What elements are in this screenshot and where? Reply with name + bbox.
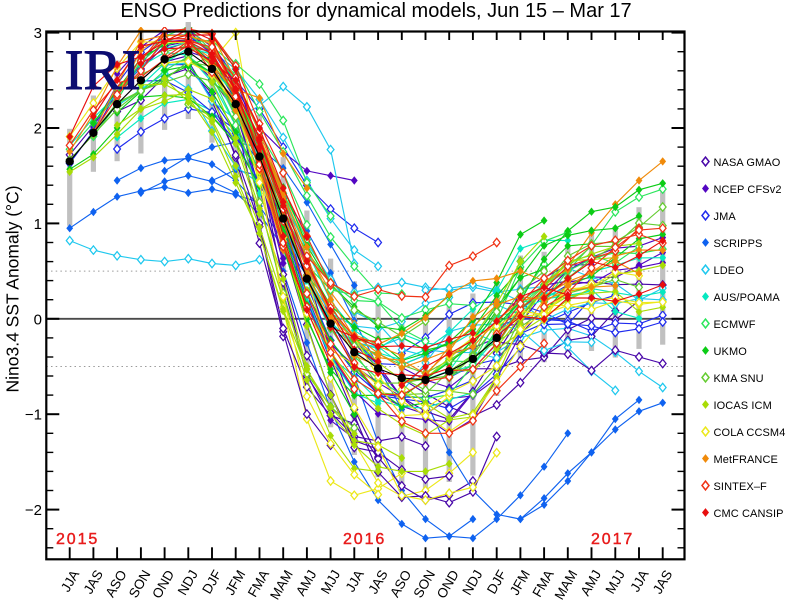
svg-text:COLA CCSM4: COLA CCSM4 — [714, 427, 786, 439]
svg-text:IRI: IRI — [65, 39, 141, 102]
svg-text:2: 2 — [34, 121, 42, 138]
svg-text:3: 3 — [34, 25, 42, 42]
svg-text:UKMO: UKMO — [714, 346, 748, 358]
svg-text:1: 1 — [34, 216, 42, 233]
svg-text:NCEP CFSv2: NCEP CFSv2 — [714, 184, 782, 196]
svg-text:NASA GMAO: NASA GMAO — [714, 157, 781, 169]
svg-text:−1: −1 — [25, 407, 42, 424]
svg-text:JMA: JMA — [714, 211, 737, 223]
svg-text:−2: −2 — [25, 502, 42, 519]
svg-text:ECMWF: ECMWF — [714, 319, 756, 331]
svg-text:0: 0 — [34, 311, 42, 328]
svg-text:2017: 2017 — [591, 531, 634, 548]
svg-text:2015: 2015 — [56, 531, 99, 548]
svg-text:CMC CANSIP: CMC CANSIP — [714, 508, 784, 520]
svg-text:KMA SNU: KMA SNU — [714, 373, 764, 385]
svg-text:Nino3.4 SST Anomaly (°C): Nino3.4 SST Anomaly (°C) — [3, 185, 23, 392]
svg-text:ENSO Predictions for dynamical: ENSO Predictions for dynamical models, J… — [120, 0, 631, 22]
svg-text:IOCAS ICM: IOCAS ICM — [714, 400, 772, 412]
svg-text:MetFRANCE: MetFRANCE — [714, 454, 778, 466]
svg-text:AUS/POAMA: AUS/POAMA — [714, 292, 781, 304]
svg-text:SCRIPPS: SCRIPPS — [714, 238, 763, 250]
svg-text:LDEO: LDEO — [714, 265, 745, 277]
svg-text:2016: 2016 — [343, 531, 386, 548]
svg-text:SINTEX–F: SINTEX–F — [714, 481, 768, 493]
